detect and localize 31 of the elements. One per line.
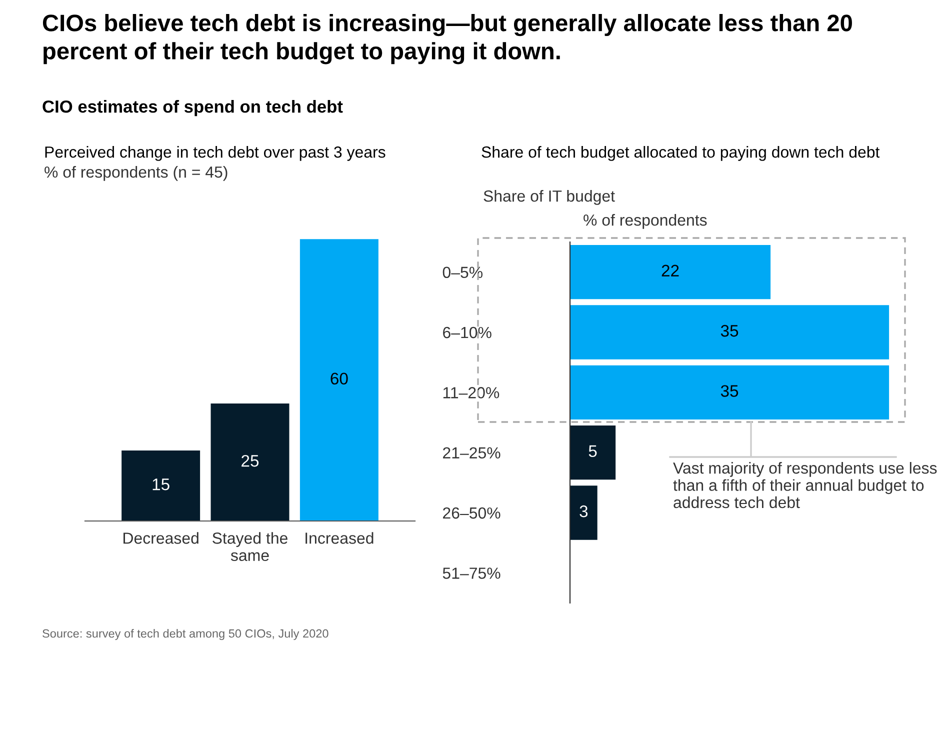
y-tick-label: 6–10%	[443, 326, 492, 338]
y-axis-title: Share of IT budget	[484, 190, 615, 205]
data-label: 35	[720, 324, 738, 337]
y-tick-label: 0–5%	[442, 266, 483, 278]
x-tick-label: Decreased	[124, 532, 198, 544]
text: CIO estimates of spend on tech debt	[42, 100, 343, 116]
y-tick-label: 11–20%	[443, 387, 500, 398]
bar	[570, 486, 598, 540]
x-axis-title: % of respondents	[584, 214, 707, 229]
chart-title: Share of tech budget allocated to paying down tech debt	[482, 146, 880, 161]
data-label: 60	[330, 372, 348, 385]
bar	[570, 245, 771, 300]
source-note: Source: survey of tech debt among 50 CIOs, July 2020	[42, 629, 328, 640]
data-label: 15	[152, 478, 170, 490]
x-tick-label: Stayed the same	[212, 532, 288, 562]
data-label: 3	[580, 505, 588, 518]
chart-subtitle: % of respondents (n = 45)	[44, 166, 228, 181]
data-label: 25	[242, 454, 259, 467]
bar	[570, 305, 890, 360]
y-tick-label: 51–75%	[442, 568, 500, 579]
x-tick-label: Increased	[306, 532, 374, 544]
annotation: Vast majority of respondents use less than a fifth of their annual budget to address tech debt	[673, 462, 937, 508]
data-label: 22	[662, 264, 679, 276]
data-label: 5	[588, 445, 597, 458]
y-tick-label: 21–25%	[443, 447, 500, 459]
text: CIOs believe tech debt is increasing—but generally allocate less than 20 percent of their tech budget to paying it down.	[42, 14, 852, 64]
bar	[570, 365, 890, 420]
chart-title: Perceived change in tech debt over past 3 years	[45, 146, 386, 161]
y-tick-label: 26–50%	[443, 507, 500, 519]
data-label: 35	[720, 385, 738, 397]
bar	[570, 426, 616, 480]
